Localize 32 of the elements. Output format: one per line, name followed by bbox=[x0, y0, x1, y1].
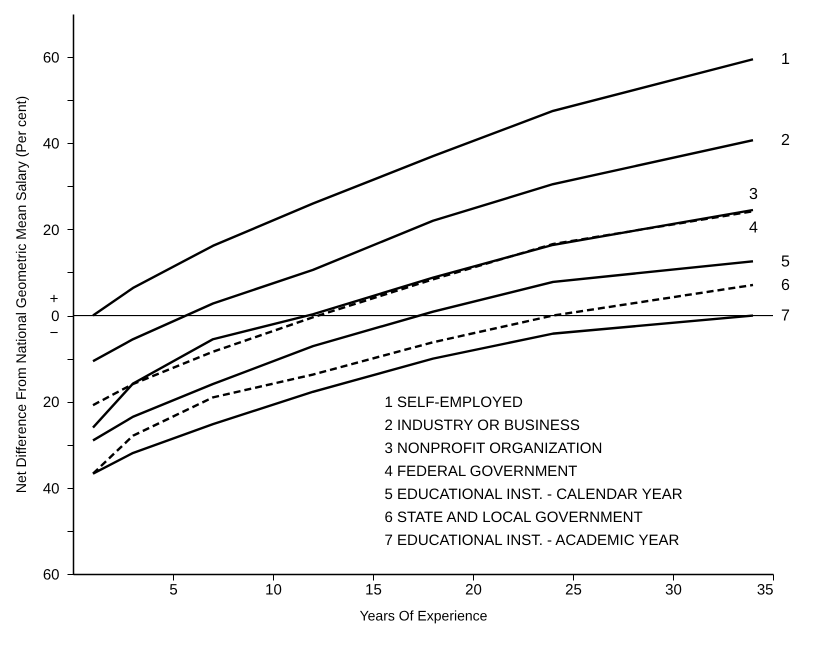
x-tick-label: 35 bbox=[756, 582, 774, 598]
annotation: 7 EDUCATIONAL INST. - ACADEMIC YEAR bbox=[384, 532, 680, 549]
y-tick-label: 20 bbox=[42, 394, 60, 412]
annotation: 1 SELF-EMPLOYED bbox=[384, 394, 524, 411]
series-label: 3 bbox=[749, 186, 758, 203]
y-tick-label: 40 bbox=[42, 136, 60, 153]
annotation: 3 NONPROFIT ORGANIZATION bbox=[384, 440, 602, 457]
x-tick-label: 20 bbox=[465, 582, 482, 598]
x-tick-label: 15 bbox=[365, 582, 382, 598]
series-label: 1 bbox=[781, 51, 790, 68]
annotation: 5 EDUCATIONAL INST. - CALENDAR YEAR bbox=[384, 486, 683, 503]
series-label: 2 bbox=[781, 132, 790, 150]
series-label: 5 bbox=[781, 253, 790, 270]
series-label: 7 bbox=[781, 308, 790, 325]
y-tick-label: 60 bbox=[42, 566, 60, 584]
x-axis-title: Years Of Experience bbox=[360, 608, 488, 624]
annotation: 6 STATE AND LOCAL GOVERNMENT bbox=[384, 508, 643, 526]
text: − bbox=[50, 324, 59, 342]
annotation: 4 FEDERAL GOVERNMENT bbox=[384, 462, 578, 480]
x-tick-label: 30 bbox=[665, 582, 682, 598]
x-tick-label: 10 bbox=[265, 582, 282, 598]
y-tick-label: 20 bbox=[42, 222, 60, 239]
series-label: 6 bbox=[781, 276, 790, 294]
text: + bbox=[50, 290, 59, 308]
x-tick-label: 25 bbox=[565, 582, 582, 598]
y-tick-label: 60 bbox=[42, 50, 60, 67]
y-tick-label: 40 bbox=[42, 480, 60, 498]
y-axis-title: Net Difference From National Geometric Mean Salary (Per cent) bbox=[12, 96, 29, 494]
x-tick-label: 5 bbox=[169, 582, 178, 598]
y-tick-label: 0 bbox=[51, 308, 60, 326]
series-label: 4 bbox=[749, 219, 758, 236]
annotation: 2 INDUSTRY OR BUSINESS bbox=[384, 416, 580, 434]
